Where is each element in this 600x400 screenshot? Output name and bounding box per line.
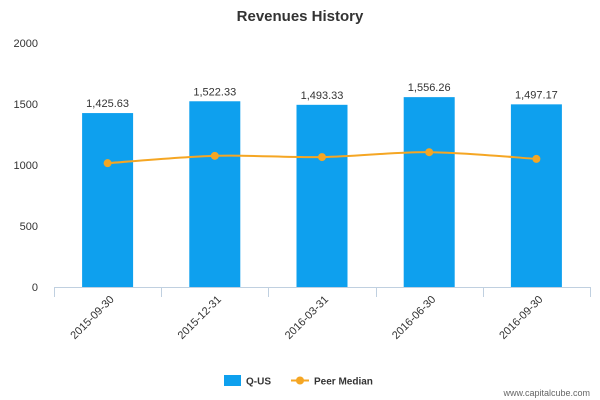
credit-text: www.capitalcube.com: [502, 388, 590, 398]
legend-item-peer-median[interactable]: Peer Median: [291, 376, 373, 388]
peer-median-point-2016-09-30[interactable]: [532, 154, 541, 163]
x-tick-label: 2016-03-31: [283, 294, 331, 342]
bar-2016-09-30[interactable]: [510, 104, 562, 287]
peer-median-point-2015-12-31[interactable]: [210, 151, 219, 160]
bar-2015-12-31[interactable]: [189, 101, 241, 287]
peer-median-series: [103, 148, 541, 168]
x-tick-label: 2016-09-30: [497, 294, 545, 342]
data-label-2016-06-30: 1,556.26: [408, 82, 451, 94]
y-tick-label: 500: [20, 221, 38, 233]
legend-label-peer-median: Peer Median: [314, 377, 373, 388]
x-axis: 2015-09-30 2015-12-31 2016-03-31 2016-06-30…: [54, 287, 591, 342]
legend: Q-US Peer Median: [224, 375, 373, 388]
data-label-2015-12-31: 1,522.33: [193, 86, 236, 98]
x-tick-label: 2016-06-30: [390, 294, 438, 342]
y-tick-label: 1000: [14, 160, 38, 172]
chart-title: Revenues History: [237, 8, 364, 25]
bar-series: [82, 97, 562, 287]
data-labels: 1,425.63 1,522.33 1,493.33 1,556.26 1,497.17: [86, 82, 558, 110]
legend-swatch-q-us: [224, 375, 241, 386]
data-label-2015-09-30: 1,425.63: [86, 98, 129, 110]
x-tick-label: 2015-09-30: [68, 294, 116, 342]
peer-median-point-2016-06-30[interactable]: [425, 148, 434, 157]
y-tick-label: 1500: [14, 99, 38, 111]
y-tick-label: 0: [32, 282, 38, 294]
legend-item-q-us[interactable]: Q-US: [224, 375, 271, 388]
legend-label-q-us: Q-US: [246, 377, 271, 388]
bar-2015-09-30[interactable]: [82, 113, 134, 287]
peer-median-point-2016-03-31[interactable]: [318, 153, 326, 162]
y-axis: 0 500 1000 1500 2000: [14, 38, 38, 294]
data-label-2016-03-31: 1,493.33: [301, 90, 344, 102]
x-tick-label: 2015-12-31: [176, 294, 224, 342]
data-label-2016-09-30: 1,497.17: [515, 89, 558, 101]
bar-2016-06-30[interactable]: [403, 97, 455, 287]
peer-median-point-2015-09-30[interactable]: [103, 159, 112, 168]
legend-marker-peer-median: [296, 376, 304, 385]
y-tick-label: 2000: [14, 38, 38, 50]
bar-2016-03-31[interactable]: [296, 104, 348, 287]
